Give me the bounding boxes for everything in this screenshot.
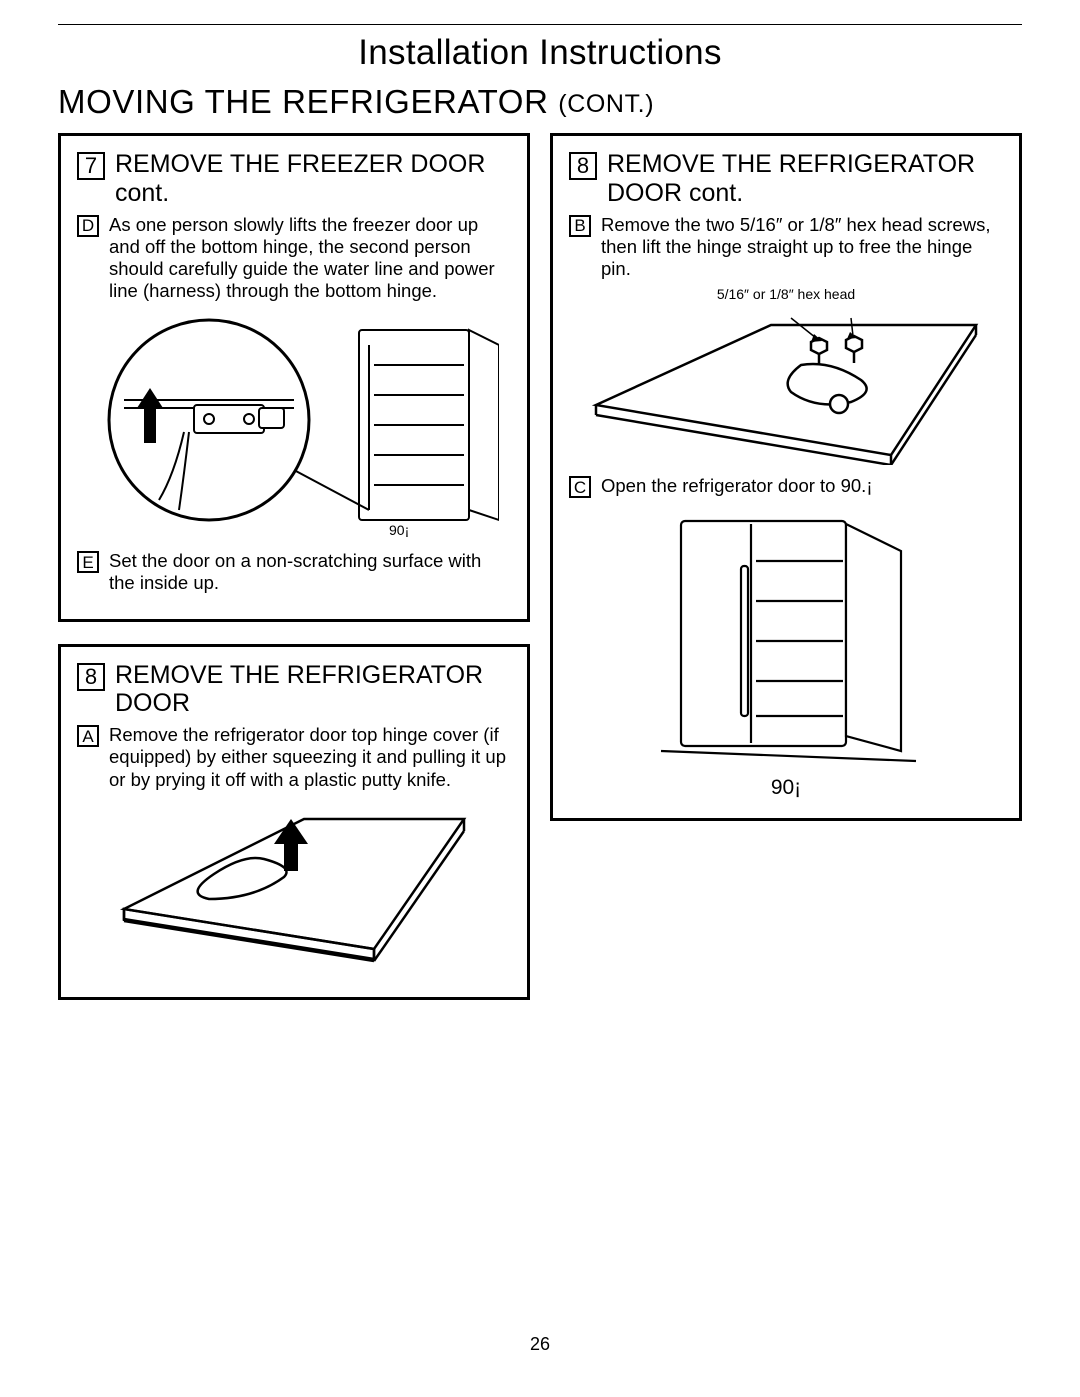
panel1-title: REMOVE THE FREEZER DOOR cont.: [115, 150, 511, 208]
sub-letter-b: B: [569, 215, 591, 237]
panel1-item-e: E Set the door on a non-scratching surfa…: [77, 550, 511, 594]
panel3-item-c-text: Open the refrigerator door to 90.¡: [601, 475, 872, 497]
sub-letter-e: E: [77, 551, 99, 573]
section-suffix: (CONT.): [558, 90, 654, 118]
fridge-open-90-illustration: [646, 506, 926, 766]
panel1-item-d-text: As one person slowly lifts the freezer d…: [109, 214, 511, 303]
panel1-diagram: 90¡: [77, 310, 511, 540]
panel1-angle-text: 90¡: [389, 522, 409, 538]
right-column: 8 REMOVE THE REFRIGERATOR DOOR cont. B R…: [550, 133, 1022, 1000]
panel2-item-a: A Remove the refrigerator door top hinge…: [77, 724, 511, 791]
left-column: 7 REMOVE THE FREEZER DOOR cont. D As one…: [58, 133, 530, 1000]
freezer-hinge-illustration: 90¡: [89, 310, 499, 540]
panel1-item-d: D As one person slowly lifts the freezer…: [77, 214, 511, 303]
panel1-title-row: 7 REMOVE THE FREEZER DOOR cont.: [77, 150, 511, 208]
page: Installation Instructions MOVING THE REF…: [0, 0, 1080, 1397]
panel3-diagram-top: [569, 310, 1003, 465]
panel3-title: REMOVE THE REFRIGERATOR DOOR cont.: [607, 150, 1003, 208]
panel3-angle-label: 90¡: [569, 776, 1003, 800]
panel3-item-b: B Remove the two 5/16″ or 1/8″ hex head …: [569, 214, 1003, 281]
panel3-callout: 5/16″ or 1/8″ hex head: [569, 286, 1003, 302]
sub-letter-d: D: [77, 215, 99, 237]
panel3-item-b-text: Remove the two 5/16″ or 1/8″ hex head sc…: [601, 214, 1003, 281]
panel2-title-row: 8 REMOVE THE REFRIGERATOR DOOR: [77, 661, 511, 719]
top-rule: [58, 24, 1022, 25]
panel-refrigerator-door: 8 REMOVE THE REFRIGERATOR DOOR A Remove …: [58, 644, 530, 1000]
hinge-cover-illustration: [114, 799, 474, 969]
sub-letter-a: A: [77, 725, 99, 747]
step-number-8a: 8: [77, 663, 105, 691]
columns: 7 REMOVE THE FREEZER DOOR cont. D As one…: [58, 133, 1022, 1000]
panel-freezer-door-cont: 7 REMOVE THE FREEZER DOOR cont. D As one…: [58, 133, 530, 622]
panel3-title-row: 8 REMOVE THE REFRIGERATOR DOOR cont.: [569, 150, 1003, 208]
panel2-item-a-text: Remove the refrigerator door top hinge c…: [109, 724, 511, 791]
panel3-item-c: C Open the refrigerator door to 90.¡: [569, 475, 1003, 498]
panel3-diagram-bottom: [569, 506, 1003, 766]
sub-letter-c: C: [569, 476, 591, 498]
panel2-title: REMOVE THE REFRIGERATOR DOOR: [115, 661, 511, 719]
panel1-item-e-text: Set the door on a non-scratching surface…: [109, 550, 511, 594]
step-number-8b: 8: [569, 152, 597, 180]
panel2-diagram: [77, 799, 511, 969]
section-main: MOVING THE REFRIGERATOR: [58, 83, 549, 120]
hex-screws-illustration: [591, 310, 981, 465]
page-number: 26: [0, 1334, 1080, 1355]
section-title: MOVING THE REFRIGERATOR (CONT.): [58, 83, 1022, 121]
step-number-7: 7: [77, 152, 105, 180]
page-title: Installation Instructions: [58, 33, 1022, 73]
panel-refrigerator-door-cont: 8 REMOVE THE REFRIGERATOR DOOR cont. B R…: [550, 133, 1022, 821]
